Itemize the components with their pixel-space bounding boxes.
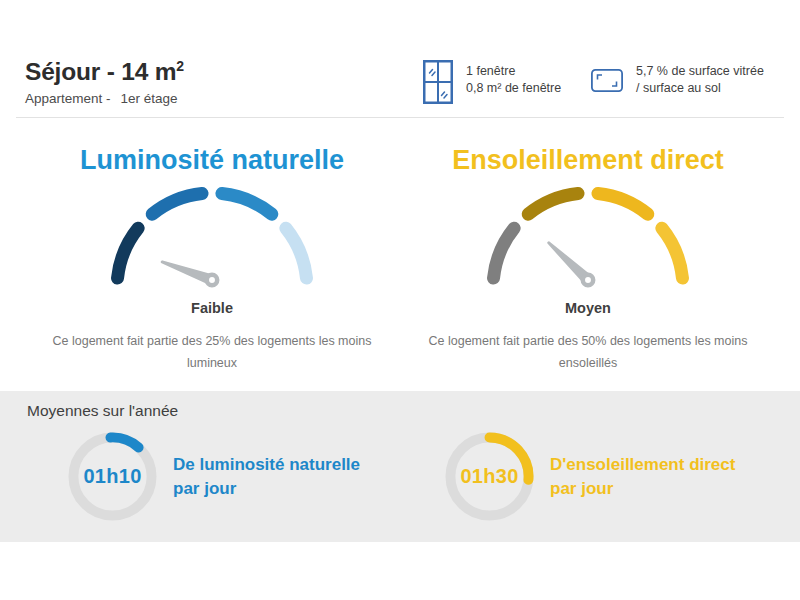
average-label-ensoleillement: D'ensoleillement directpar jour [550,453,735,501]
window-icon [423,60,453,104]
gauge-description-ensoleillement: Ce logement fait partie des 50% des loge… [388,330,788,374]
gauge-section-luminosite: Luminosité naturelle Faible Ce logement … [12,140,412,374]
header-divider [16,117,784,118]
gauge-title-ensoleillement: Ensoleillement direct [388,140,788,173]
report-page: Séjour - 14 m2 Appartement - 1er étage 1 … [0,0,800,600]
gauge-dial-ensoleillement [418,176,758,298]
gauge-title-luminosite: Luminosité naturelle [12,140,412,173]
averages-heading: Moyennes sur l'année [27,402,178,420]
window-info: 1 fenêtre 0,8 m² de fenêtre [423,60,561,104]
subtitle-floor: 1er étage [121,91,178,106]
subtitle-prefix: Appartement - [25,91,111,106]
window-count: 1 fenêtre [466,63,561,80]
surface-ratio: 5,7 % de surface vitrée [636,63,764,80]
surface-info: 5,7 % de surface vitrée / surface au sol [591,60,764,97]
surface-ratio-icon [591,69,623,92]
gauge-level-ensoleillement: Moyen [388,300,788,316]
average-label-luminosite: De luminosité naturellepar jour [173,453,360,501]
donut-ensoleillement: 01h30 [445,432,534,521]
gauge-dial-luminosite [42,176,382,298]
page-subtitle: Appartement - 1er étage [25,91,178,106]
donut-luminosite: 01h10 [68,432,157,521]
average-luminosite: 01h10 De luminosité naturellepar jour [68,432,360,521]
surface-info-text: 5,7 % de surface vitrée / surface au sol [636,60,764,97]
gauge-description-luminosite: Ce logement fait partie des 25% des loge… [12,330,412,374]
average-ensoleillement: 01h30 D'ensoleillement directpar jour [445,432,735,521]
gauge-section-ensoleillement: Ensoleillement direct Moyen Ce logement … [388,140,788,374]
donut-value-ensoleillement: 01h30 [445,432,534,521]
donut-value-luminosite: 01h10 [68,432,157,521]
averages-band: Moyennes sur l'année 01h10 De luminosité… [0,391,800,542]
gauge-level-luminosite: Faible [12,300,412,316]
title-superscript: 2 [176,58,184,74]
window-area: 0,8 m² de fenêtre [466,80,561,97]
page-title: Séjour - 14 m2 [25,58,184,86]
window-info-text: 1 fenêtre 0,8 m² de fenêtre [466,60,561,97]
surface-ratio-denominator: / surface au sol [636,80,764,97]
